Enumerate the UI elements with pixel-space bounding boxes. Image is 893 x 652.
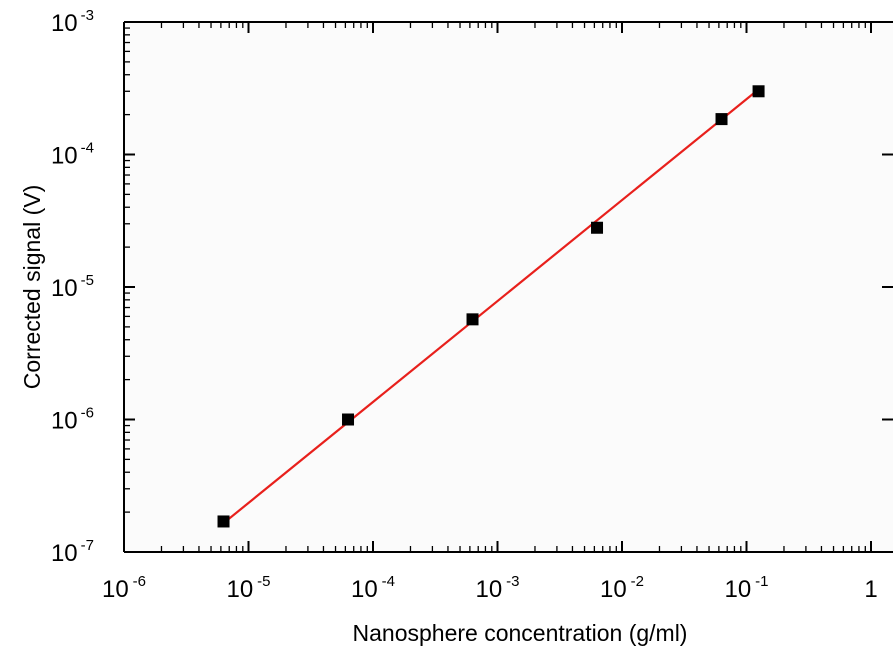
x-tick-label-exponent: -5 bbox=[257, 573, 270, 590]
data-point bbox=[342, 413, 355, 426]
y-axis-title: Corrected signal (V) bbox=[19, 185, 45, 390]
y-tick-label-exponent: -5 bbox=[81, 272, 94, 289]
y-tick-label-exponent: -4 bbox=[81, 140, 94, 157]
x-tick-label-exponent: -2 bbox=[631, 573, 644, 590]
y-tick-labels: 10-710-610-510-410-3 bbox=[51, 7, 94, 567]
data-point bbox=[217, 515, 230, 528]
x-tick-label: 10 -5 bbox=[226, 573, 270, 603]
y-tick-label: 10 -5 bbox=[51, 272, 94, 302]
x-tick-label-base: 10 bbox=[600, 576, 627, 603]
x-tick-label-base: 1 bbox=[864, 576, 877, 603]
y-tick-label-base: 10 bbox=[51, 408, 78, 435]
x-tick-label: 10 -6 bbox=[102, 573, 146, 603]
y-tick-label: 10 -6 bbox=[51, 405, 94, 435]
y-tick-label-base: 10 bbox=[51, 10, 78, 37]
x-tick-label-exponent: -4 bbox=[382, 573, 395, 590]
x-tick-label-base: 10 bbox=[226, 576, 253, 603]
data-point bbox=[466, 313, 479, 326]
fit-line bbox=[222, 88, 760, 525]
data-point bbox=[752, 85, 765, 98]
x-tick-label: 10 -4 bbox=[351, 573, 395, 603]
x-tick-label-base: 10 bbox=[724, 576, 751, 603]
y-tick-label-base: 10 bbox=[51, 275, 78, 302]
x-tick-labels: 10 -6 10 -5 10 -4 10 -3 10 -2 10 -1 1 bbox=[102, 573, 878, 603]
y-tick-label: 10 -4 bbox=[51, 140, 94, 170]
y-tick-label: 10 -7 bbox=[51, 537, 94, 567]
y-tick-label: 10 -3 bbox=[51, 7, 94, 37]
y-tick-label-exponent: -3 bbox=[81, 7, 94, 24]
x-tick-label: 10 -3 bbox=[475, 573, 519, 603]
x-tick-label: 10 -1 bbox=[724, 573, 768, 603]
x-tick-label: 10 -2 bbox=[600, 573, 644, 603]
data-point bbox=[715, 113, 728, 126]
data-point bbox=[591, 221, 604, 234]
x-tick-label-exponent: -3 bbox=[506, 573, 519, 590]
y-tick-label-base: 10 bbox=[51, 540, 78, 567]
x-tick-label-base: 10 bbox=[475, 576, 502, 603]
y-tick-label-base: 10 bbox=[51, 143, 78, 170]
series-layer bbox=[217, 85, 765, 528]
x-axis-title: Nanosphere concentration (g/ml) bbox=[353, 620, 688, 646]
x-tick-label-base: 10 bbox=[102, 576, 129, 603]
x-tick-label-exponent: -6 bbox=[133, 573, 146, 590]
x-tick-label: 1 bbox=[864, 576, 877, 603]
x-tick-label-exponent: -1 bbox=[755, 573, 768, 590]
x-tick-label-base: 10 bbox=[351, 576, 378, 603]
y-tick-label-exponent: -7 bbox=[81, 537, 94, 554]
plot-area bbox=[124, 22, 893, 552]
y-tick-label-exponent: -6 bbox=[81, 405, 94, 422]
